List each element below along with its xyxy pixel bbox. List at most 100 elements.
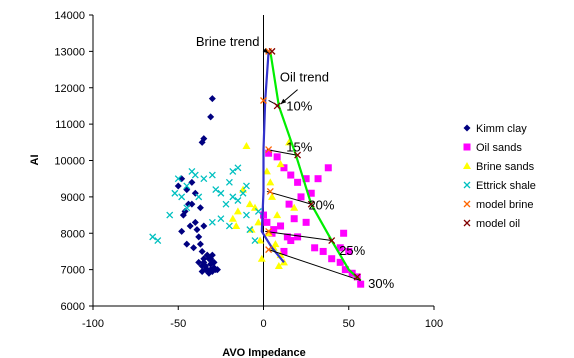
brine-sands-point — [264, 229, 273, 237]
porosity-connector-line — [266, 149, 296, 156]
oil-sands-point — [287, 171, 295, 179]
ettrick-shale-point — [229, 193, 237, 201]
annotation-25-: 25% — [339, 243, 365, 258]
brine-trend-line — [260, 51, 285, 264]
kimm-clay-point — [174, 182, 182, 190]
kimm-clay-point — [188, 200, 196, 208]
brine-sands-point — [250, 203, 259, 211]
kimm-clay-point — [207, 255, 215, 263]
kimm-clay-point — [195, 233, 203, 241]
ettrick-shale-point — [217, 215, 225, 223]
ettrick-shale-point — [174, 175, 182, 183]
legend-label-ettrick-shale: Ettrick shale — [476, 180, 536, 192]
brine-sands-point — [233, 207, 242, 215]
x-tick-label: -100 — [82, 318, 104, 330]
y-tick-label: 7000 — [61, 265, 85, 277]
ettrick-shale-point — [149, 233, 157, 241]
model-brine-point — [265, 246, 273, 254]
ettrick-shale-point — [222, 200, 230, 208]
porosity-connector-line — [266, 190, 312, 205]
kimm-clay-point — [198, 138, 206, 146]
ettrick-shale-point — [239, 189, 247, 197]
y-tick-label: 11000 — [55, 119, 85, 131]
oil-sands-point — [328, 255, 336, 263]
brine-sands-point — [256, 236, 265, 244]
oil-sands-point — [307, 189, 315, 197]
brine-sands-point — [247, 225, 256, 233]
legend-marker-model-brine — [463, 200, 471, 208]
model-oil-point — [328, 237, 336, 244]
oil-sands-point — [265, 149, 273, 157]
annotation-20-: 20% — [308, 198, 334, 213]
legend-marker-brine-sands — [463, 162, 471, 169]
plot-area: -100 -50 0 50 100 6000 7000 8000 9000 10000 11000 1… — [54, 10, 443, 330]
porosity-connector-line — [268, 249, 361, 282]
ettrick-shale-point — [254, 207, 262, 215]
brine-sands-point — [262, 167, 271, 175]
oil-sands-point — [287, 237, 295, 245]
brine-sands-point — [266, 178, 275, 186]
ettrick-shale-point — [242, 211, 250, 219]
ettrick-shale-point — [208, 171, 216, 179]
oil-sands-point — [336, 244, 344, 252]
oil-sands-point — [340, 229, 348, 237]
oil-sands-point — [324, 164, 332, 172]
oil-sands-point — [294, 178, 302, 186]
ettrick-shale-point — [225, 178, 233, 186]
kimm-clay-point — [193, 226, 201, 234]
brine-sands-point — [257, 254, 266, 262]
model-brine-point — [265, 227, 273, 235]
model-brine-point — [265, 146, 273, 154]
legend-label-model-oil: model oil — [476, 218, 520, 230]
y-tick-label: 6000 — [61, 301, 85, 313]
ettrick-shale-point — [154, 237, 162, 244]
oil-sands-point — [270, 226, 278, 234]
legend-label-model-brine: model brine — [476, 199, 533, 211]
ettrick-shale-point — [171, 189, 179, 197]
oil-sands-point — [283, 233, 291, 241]
kimm-clay-point — [183, 240, 191, 248]
oil-sands-point — [311, 244, 319, 252]
model-oil-point — [268, 47, 276, 55]
kimm-clay-point — [191, 218, 199, 226]
oil-trend-arrow-head — [280, 98, 287, 105]
brine-sands-point — [232, 221, 241, 229]
oil-sands-point — [297, 193, 305, 201]
ettrick-shale-point — [208, 218, 216, 226]
ettrick-shale-point — [234, 164, 242, 172]
oil-sands-point — [263, 218, 271, 226]
brine-sands-point — [273, 211, 282, 219]
oil-sands-point — [302, 175, 310, 183]
brine-sands-point — [276, 160, 285, 168]
ettrick-shale-point — [166, 211, 174, 219]
kimm-clay-point — [202, 266, 210, 274]
legend-label-oil-sands: Oil sands — [476, 142, 522, 154]
kimm-clay-point — [210, 258, 218, 266]
ettrick-shale-point — [191, 171, 199, 179]
oil-sands-point — [314, 175, 322, 183]
brine-trend-arrow-head — [262, 48, 269, 54]
brine-sands-point — [274, 261, 283, 269]
oil-sands-point — [336, 258, 344, 266]
kimm-clay-point — [179, 211, 187, 219]
ettrick-shale-point — [251, 237, 259, 244]
x-tick-label: 50 — [343, 318, 355, 330]
kimm-clay-point — [196, 204, 204, 212]
oil-sands-point — [345, 247, 353, 255]
x-tick-label: 100 — [425, 318, 443, 330]
legend-marker-ettrick-shale — [463, 181, 471, 189]
kimm-clay-point — [208, 95, 216, 103]
kimm-clay-point — [196, 240, 204, 248]
annotation-brine-trend: Brine trend — [196, 34, 260, 49]
legend-marker-kimm-clay — [463, 124, 471, 132]
y-tick-label: 12000 — [54, 83, 85, 95]
y-tick-label: 10000 — [54, 156, 85, 168]
porosity-connector-line — [265, 230, 332, 242]
kimm-clay-point — [213, 266, 221, 274]
ettrick-shale-point — [217, 189, 225, 197]
kimm-clay-point — [207, 113, 215, 121]
model-brine-point — [266, 187, 274, 195]
oil-sands-point — [277, 222, 285, 230]
model-oil-point — [353, 273, 361, 281]
model-oil-point — [307, 200, 315, 208]
